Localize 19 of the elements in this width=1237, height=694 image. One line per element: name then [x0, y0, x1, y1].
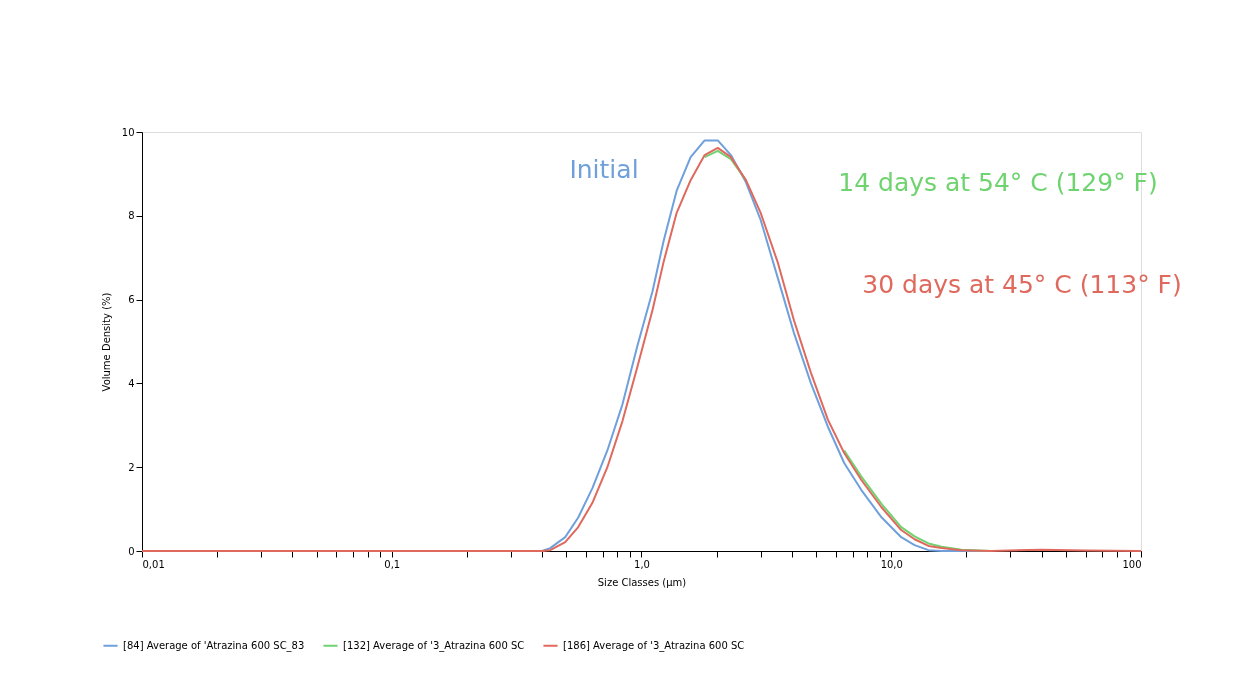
y-tick-label: 4 [128, 377, 135, 389]
legend-label: [84] Average of 'Atrazina 600 SC_83 [123, 639, 305, 652]
x-axis-title: Size Classes (µm) [597, 576, 687, 588]
annotation: Initial [569, 155, 639, 184]
y-tick-label: 10 [121, 126, 135, 138]
legend-label: [132] Average of '3_Atrazina 600 SC [343, 639, 525, 652]
x-tick-label: 1,0 [634, 558, 650, 570]
legend-label: [186] Average of '3_Atrazina 600 SC [563, 639, 745, 652]
annotation: 14 days at 54° C (129° F) [838, 168, 1158, 197]
y-tick-label: 6 [128, 294, 135, 306]
y-tick-label: 0 [128, 545, 135, 557]
x-tick-label: 10,0 [880, 558, 903, 570]
annotation: 30 days at 45° C (113° F) [862, 270, 1182, 299]
y-tick-label: 8 [128, 210, 135, 222]
x-tick-label: 100 [1122, 558, 1142, 570]
y-tick-label: 2 [128, 461, 135, 473]
y-axis-title: Volume Density (%) [100, 292, 112, 392]
x-tick-label: 0,01 [142, 558, 165, 570]
x-tick-label: 0,1 [384, 558, 401, 570]
